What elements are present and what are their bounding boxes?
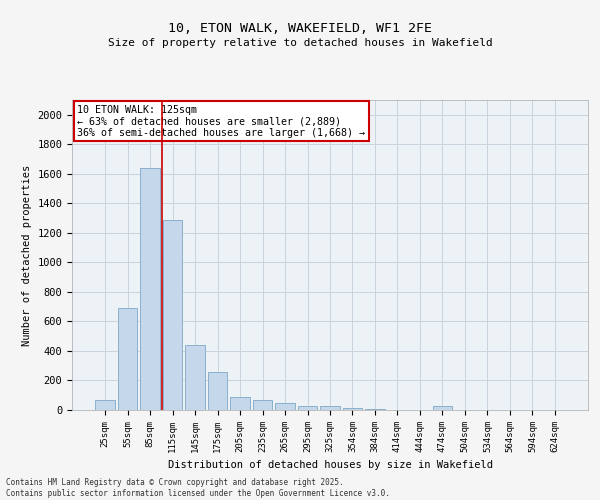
Bar (253, 400, 272, 410)
Text: 10, ETON WALK, WAKEFIELD, WF1 2FE: 10, ETON WALK, WAKEFIELD, WF1 2FE (168, 22, 432, 36)
Bar (320, 406, 340, 410)
X-axis label: Distribution of detached houses by size in Wakefield: Distribution of detached houses by size … (167, 460, 493, 470)
Text: Contains HM Land Registry data © Crown copyright and database right 2025.
Contai: Contains HM Land Registry data © Crown c… (6, 478, 390, 498)
Text: Size of property relative to detached houses in Wakefield: Size of property relative to detached ho… (107, 38, 493, 48)
Bar (118, 308, 137, 410)
Bar (230, 396, 250, 410)
Bar (433, 406, 452, 410)
Bar (95, 400, 115, 410)
Bar (140, 168, 160, 410)
Text: 10 ETON WALK: 125sqm
← 63% of detached houses are smaller (2,889)
36% of semi-de: 10 ETON WALK: 125sqm ← 63% of detached h… (77, 104, 365, 138)
Y-axis label: Number of detached properties: Number of detached properties (22, 164, 32, 346)
Bar (275, 404, 295, 410)
Bar (343, 408, 362, 410)
Bar (208, 372, 227, 410)
Bar (298, 406, 317, 410)
Bar (185, 345, 205, 410)
Bar (163, 220, 182, 410)
